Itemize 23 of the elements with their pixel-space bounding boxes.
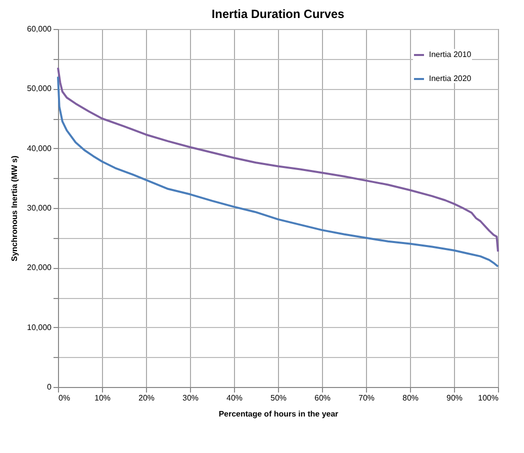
y-tick-label: 10,000 xyxy=(27,322,52,332)
y-axis-title: Synchronous Inertia (MW s) xyxy=(10,155,20,262)
x-tick-label: 90% xyxy=(446,394,463,402)
y-tick-label: 20,000 xyxy=(27,263,52,272)
y-tick-label: 60,000 xyxy=(27,24,52,34)
y-tick-label: 50,000 xyxy=(27,84,52,94)
legend-label: Inertia 2020 xyxy=(429,74,472,83)
x-tick-label: 30% xyxy=(182,394,199,402)
x-tick-label: 100% xyxy=(478,394,498,402)
y-tick-label: 40,000 xyxy=(27,144,52,153)
x-tick-label: 70% xyxy=(358,394,375,402)
legend-label: Inertia 2010 xyxy=(429,50,472,59)
x-tick-label: 50% xyxy=(270,394,287,402)
x-tick-label: 0% xyxy=(58,394,70,402)
x-tick-label: 60% xyxy=(314,394,331,402)
x-tick-label: 20% xyxy=(138,394,155,402)
x-axis-title: Percentage of hours in the year xyxy=(218,410,338,418)
chart-title: Inertia Duration Curves xyxy=(212,7,345,21)
x-tick-label: 10% xyxy=(94,394,111,402)
x-tick-label: 80% xyxy=(402,394,419,402)
y-tick-label: 0 xyxy=(47,382,52,392)
y-tick-label: 30,000 xyxy=(27,204,52,212)
x-tick-label: 40% xyxy=(226,394,243,402)
